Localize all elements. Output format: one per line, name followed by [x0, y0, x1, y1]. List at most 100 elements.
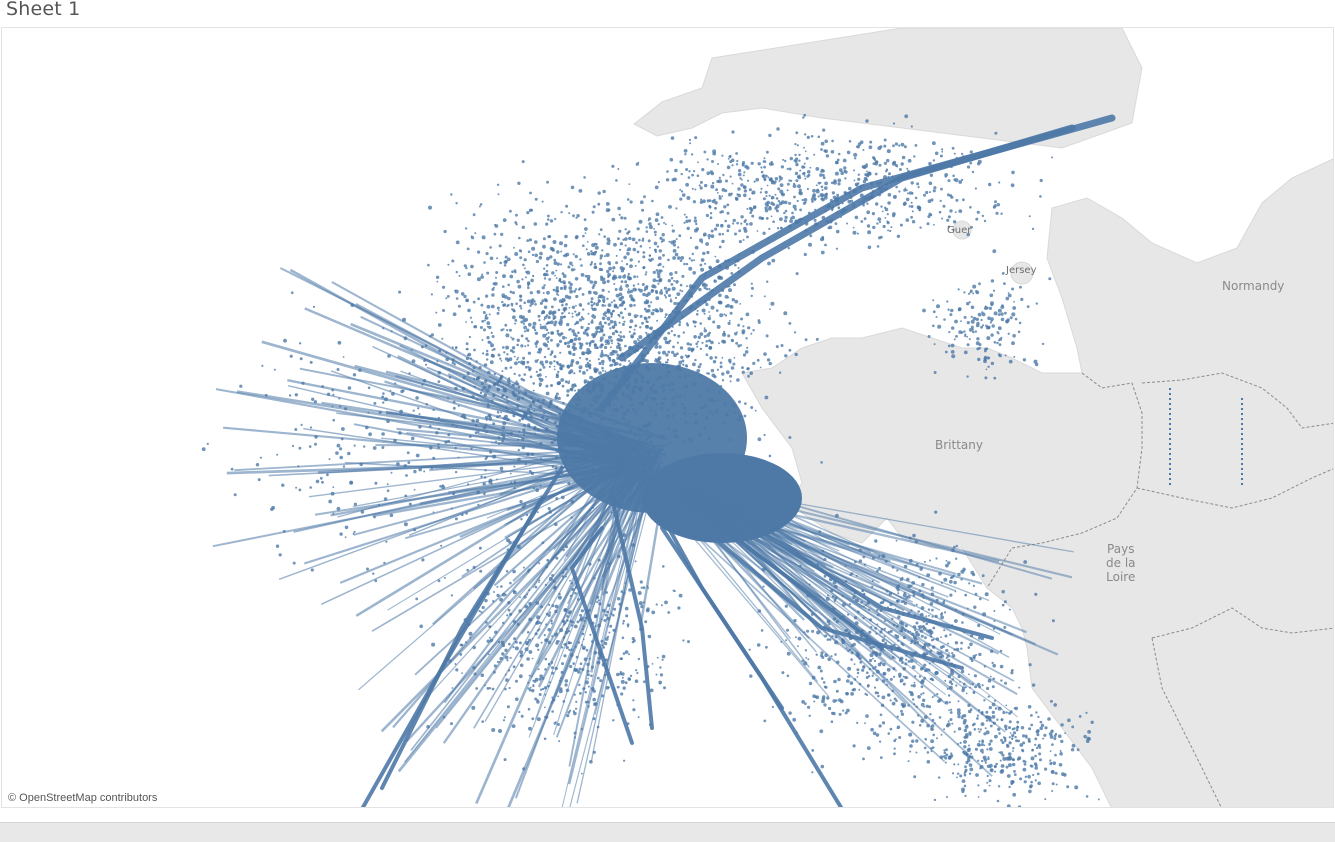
- map-attribution[interactable]: © OpenStreetMap contributors: [8, 792, 158, 804]
- marks-point: [1027, 774, 1031, 779]
- marks-point: [688, 170, 691, 173]
- marks-point: [628, 236, 632, 241]
- marks-point: [815, 653, 818, 656]
- marks-point: [616, 356, 620, 360]
- marks-point: [672, 239, 677, 244]
- map-view[interactable]: Normandy Brittany Pays de la Loire Guer …: [1, 27, 1334, 808]
- marks-point: [654, 308, 658, 313]
- marks-point: [629, 362, 632, 365]
- marks-point: [577, 670, 581, 674]
- marks-point: [582, 647, 585, 650]
- marks-point: [430, 333, 434, 337]
- marks-point: [631, 640, 635, 644]
- marks-point: [646, 380, 650, 385]
- marks-point: [528, 674, 531, 677]
- marks-point: [868, 667, 872, 671]
- marks-point: [731, 298, 735, 302]
- marks-point: [891, 175, 894, 178]
- marks-point: [659, 406, 664, 410]
- marks-point: [527, 250, 531, 254]
- marks-point: [929, 602, 934, 606]
- marks-point: [571, 620, 575, 624]
- marks-point: [726, 285, 729, 288]
- marks-point: [856, 232, 859, 235]
- marks-point: [599, 262, 602, 266]
- marks-point: [886, 158, 890, 163]
- marks-ray: [344, 461, 621, 478]
- marks-point: [544, 583, 548, 587]
- marks-point: [1051, 770, 1054, 773]
- marks-point: [910, 642, 912, 645]
- marks-point: [958, 180, 963, 184]
- marks-point: [618, 334, 620, 337]
- marks-point: [658, 680, 662, 685]
- marks-point: [592, 697, 596, 702]
- marks-point: [892, 194, 897, 199]
- marks-point: [609, 351, 614, 356]
- marks-point: [579, 258, 582, 261]
- marks-point: [597, 202, 601, 206]
- marks-point: [396, 462, 400, 466]
- marks-point: [648, 225, 653, 230]
- marks-point: [544, 657, 548, 661]
- marks-point: [951, 678, 955, 681]
- marks-point: [949, 711, 953, 714]
- marks-point: [490, 331, 493, 334]
- marks-point: [953, 338, 956, 341]
- marks-point: [914, 651, 918, 655]
- marks-point: [1083, 734, 1087, 739]
- marks-point: [529, 291, 533, 295]
- marks-point: [946, 218, 950, 222]
- marks-point: [616, 703, 619, 707]
- marks-point: [588, 562, 592, 566]
- marks-point: [331, 388, 335, 392]
- marks-point: [968, 338, 971, 341]
- marks-point: [902, 202, 907, 206]
- map-canvas[interactable]: [2, 28, 1334, 808]
- marks-point: [1058, 734, 1062, 738]
- marks-point: [498, 309, 500, 312]
- marks-point: [653, 230, 657, 234]
- marks-point: [655, 296, 660, 301]
- marks-point: [627, 312, 632, 317]
- marks-point: [774, 193, 777, 196]
- marks-point: [569, 387, 573, 391]
- marks-point: [586, 241, 589, 243]
- marks-point: [960, 669, 965, 674]
- marks-point: [1016, 720, 1020, 724]
- marks-point: [1051, 156, 1054, 159]
- marks-point: [618, 321, 621, 324]
- marks-point: [684, 384, 689, 389]
- marks-point: [504, 259, 508, 264]
- marks-point: [686, 226, 690, 231]
- marks-point: [647, 634, 652, 639]
- marks-point: [593, 381, 596, 384]
- marks-point: [938, 571, 942, 576]
- marks-point: [565, 337, 568, 339]
- marks-point: [629, 319, 634, 324]
- marks-point: [681, 402, 684, 406]
- marks-point: [736, 193, 739, 196]
- marks-point: [710, 340, 714, 345]
- marks-point: [964, 686, 967, 689]
- marks-point: [350, 303, 355, 307]
- marks-ray: [429, 450, 629, 472]
- marks-point: [934, 671, 939, 675]
- marks-point: [529, 375, 533, 379]
- marks-point: [470, 447, 473, 450]
- marks-point: [600, 443, 604, 447]
- marks-point: [664, 296, 668, 299]
- marks-point: [531, 689, 535, 693]
- marks-point: [1011, 737, 1014, 740]
- marks-point: [647, 308, 651, 313]
- marks-point: [580, 410, 585, 415]
- marks-point: [803, 198, 808, 202]
- marks-point: [575, 392, 578, 396]
- marks-point: [923, 170, 925, 173]
- marks-point: [823, 685, 827, 689]
- marks-point: [597, 558, 601, 562]
- marks-point: [509, 274, 514, 279]
- marks-point: [1000, 764, 1005, 768]
- marks-point: [525, 337, 529, 341]
- marks-ray: [676, 489, 1004, 711]
